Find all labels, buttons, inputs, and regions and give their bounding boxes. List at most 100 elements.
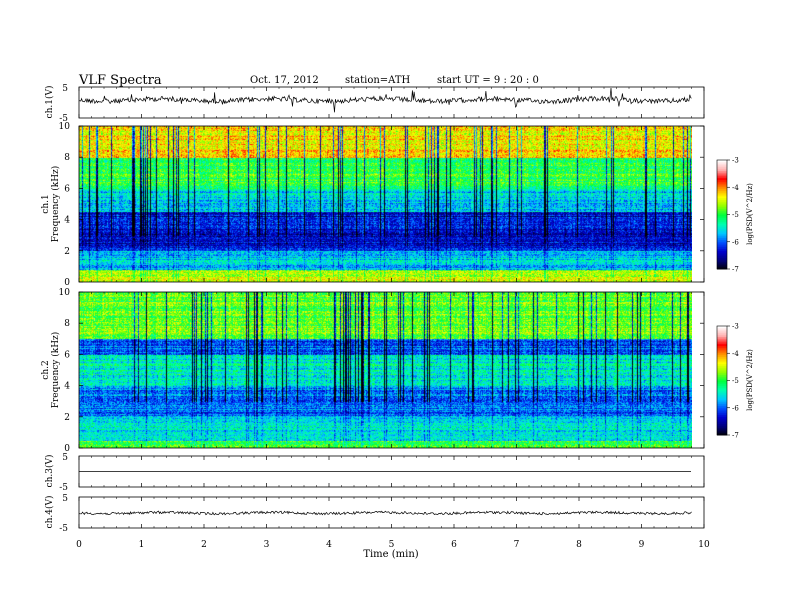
colorbar-swatch xyxy=(717,396,727,400)
colorbar-swatch xyxy=(717,258,727,261)
colorbar-swatch xyxy=(717,179,727,183)
colorbar-swatch xyxy=(717,219,727,223)
colorbar-swatch xyxy=(717,160,727,163)
colorbar-swatch xyxy=(717,378,727,381)
ch1-spec-xticks xyxy=(78,126,705,282)
ch2-colorbar-label: log(PSD(V^2/Hz) xyxy=(746,349,754,411)
spectrogram-raster xyxy=(79,126,692,282)
colorbar-swatch xyxy=(717,407,727,411)
spec-ytick-label: 10 xyxy=(59,288,71,298)
colorbar-swatch xyxy=(717,418,727,421)
colorbar-swatch xyxy=(717,214,727,217)
x-tick-label: 3 xyxy=(264,540,270,550)
ch2-colorbar-gradient xyxy=(717,326,727,436)
x-tick-label: 4 xyxy=(326,540,332,550)
colorbar-swatch xyxy=(717,376,727,380)
colorbar-swatch xyxy=(717,387,727,391)
colorbar-swatch xyxy=(717,205,727,208)
colorbar-swatch xyxy=(717,201,727,205)
colorbar-swatch xyxy=(717,232,727,235)
colorbar-swatch xyxy=(717,234,727,237)
colorbar-swatch xyxy=(717,402,727,405)
station-label: station=ATH xyxy=(345,75,411,86)
colorbar-swatch xyxy=(717,427,727,431)
colorbar-swatch xyxy=(717,425,727,429)
colorbar-swatch xyxy=(717,326,727,329)
colorbar-swatch xyxy=(717,259,727,263)
colorbar-swatch xyxy=(717,239,727,243)
ch2-colorbar: -3 -4 -5 -6 -7 log(PSD(V^2/Hz) xyxy=(716,323,754,440)
colorbar-swatch xyxy=(717,347,727,351)
x-tick-label: 7 xyxy=(514,540,520,550)
colorbar-swatch xyxy=(717,216,727,219)
colorbar-swatch xyxy=(717,416,727,420)
ch3-ytick-top: 5 xyxy=(62,453,68,463)
date-label: Oct. 17, 2012 xyxy=(250,75,319,86)
colorbar-swatch xyxy=(717,254,727,257)
ch2-spectrogram-image xyxy=(79,292,692,448)
colorbar-swatch xyxy=(717,433,727,436)
colorbar-tick-label: -4 xyxy=(732,184,739,192)
colorbar-swatch xyxy=(717,245,727,248)
ch1-ytick-bottom: -5 xyxy=(59,114,68,124)
ch3-ylabel: ch.3(V) xyxy=(44,455,55,488)
x-tick-label: 0 xyxy=(76,540,82,550)
colorbar-swatch xyxy=(717,431,727,434)
colorbar-swatch xyxy=(717,367,727,371)
spec-ytick-label: 8 xyxy=(64,319,70,329)
ch1-ylabel: ch.1(V) xyxy=(44,86,55,119)
spec-ytick-label: 8 xyxy=(64,153,70,163)
ch4-trace xyxy=(78,510,692,516)
colorbar-swatch xyxy=(717,236,727,239)
colorbar-swatch xyxy=(717,375,727,378)
colorbar-swatch xyxy=(717,227,727,230)
colorbar-swatch xyxy=(717,413,727,416)
spec-ytick-label: 2 xyxy=(64,413,70,423)
ch4-ytick-top: 5 xyxy=(62,494,68,504)
colorbar-swatch xyxy=(717,189,727,192)
colorbar-swatch xyxy=(717,223,727,226)
colorbar-swatch xyxy=(717,342,727,345)
colorbar-swatch xyxy=(717,415,727,418)
colorbar-swatch xyxy=(717,176,727,179)
colorbar-swatch xyxy=(717,178,727,181)
colorbar-swatch xyxy=(717,207,727,210)
colorbar-swatch xyxy=(717,165,727,168)
colorbar-swatch xyxy=(717,192,727,196)
colorbar-swatch xyxy=(717,170,727,174)
colorbar-swatch xyxy=(717,382,727,385)
spec-ytick-label: 4 xyxy=(64,382,70,392)
colorbar-swatch xyxy=(717,194,727,197)
ch1-colorbar-ticks: -3 -4 -5 -6 -7 xyxy=(727,157,739,274)
ch1-spec-ylabel-frequency: Frequency (kHz) xyxy=(50,166,61,243)
ch1-xticks xyxy=(78,87,705,118)
ch1-spectrogram-image xyxy=(79,126,692,282)
colorbar-swatch xyxy=(717,351,727,354)
spec-ytick-label: 0 xyxy=(64,444,70,454)
colorbar-swatch xyxy=(717,391,727,394)
colorbar-swatch xyxy=(717,190,727,194)
colorbar-swatch xyxy=(717,256,727,259)
spec-ytick-label: 6 xyxy=(64,350,70,360)
colorbar-swatch xyxy=(717,210,727,214)
ch2-spec-ylabel-channel: ch.2 xyxy=(41,360,51,379)
colorbar-swatch xyxy=(717,345,727,349)
ch1-colorbar-label: log(PSD(V^2/Hz) xyxy=(746,183,754,245)
colorbar-swatch xyxy=(717,365,727,369)
colorbar-tick-label: -7 xyxy=(732,432,739,440)
colorbar-swatch xyxy=(717,364,727,367)
start-time-label: start UT = 9 : 20 : 0 xyxy=(437,75,539,86)
ch2-spec-xticks xyxy=(78,292,705,448)
colorbar-swatch xyxy=(717,203,727,206)
colorbar-swatch xyxy=(717,198,727,201)
colorbar-tick-label: -7 xyxy=(732,266,739,274)
ch1-ytick-top: 5 xyxy=(62,84,68,94)
ch2-spectrogram-panel: 0 2 4 6 8 10 ch.2 Frequency (kHz) xyxy=(41,288,705,454)
colorbar-swatch xyxy=(717,400,727,403)
colorbar-swatch xyxy=(717,263,727,266)
colorbar-swatch xyxy=(717,267,727,270)
ch1-spec-ylabel-channel: ch.1 xyxy=(41,194,51,213)
ch1-colorbar-gradient xyxy=(717,160,727,270)
colorbar-swatch xyxy=(717,404,727,407)
